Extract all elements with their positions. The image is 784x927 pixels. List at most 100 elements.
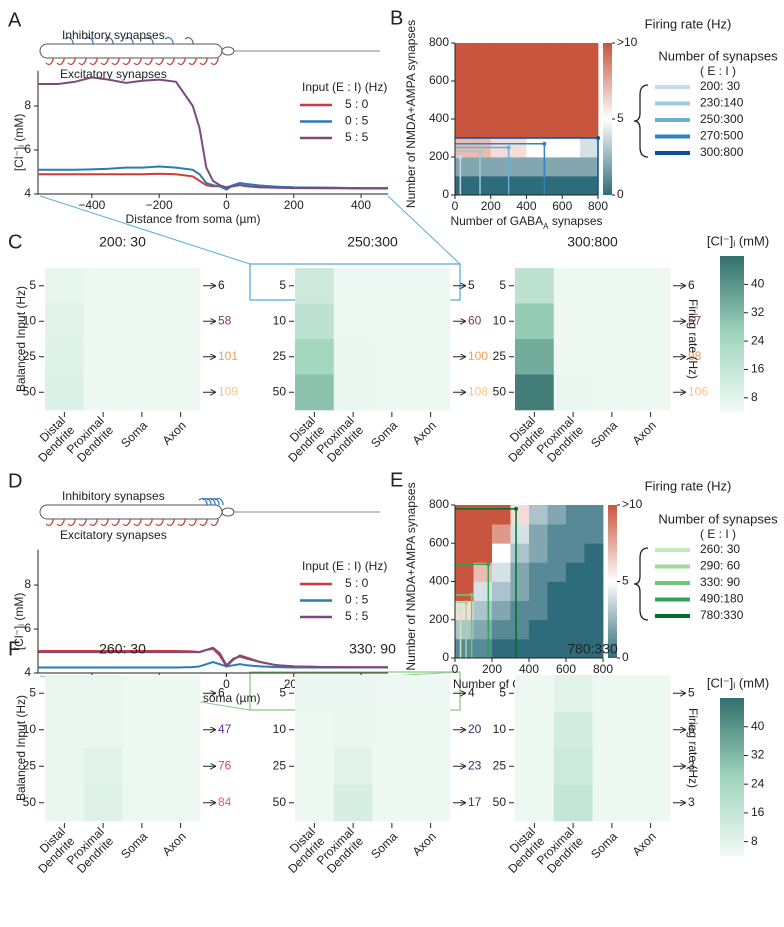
heatmap-cell bbox=[566, 543, 585, 563]
x-tick-label: Soma bbox=[368, 829, 400, 861]
heatmap-cell bbox=[510, 543, 530, 563]
heatmap-cell bbox=[508, 100, 527, 120]
heatmap-cell bbox=[490, 43, 510, 63]
firing-rate-label: 98 bbox=[688, 349, 702, 363]
heatmap-cell bbox=[584, 600, 604, 621]
heatmap-cell bbox=[592, 784, 632, 822]
heatmap-cell bbox=[562, 43, 581, 63]
excitatory-synapse bbox=[199, 58, 208, 66]
heatmap-cell bbox=[45, 303, 85, 340]
x-tick-label: 0 bbox=[223, 198, 230, 212]
heatmap-cell bbox=[411, 675, 451, 712]
heatmap-cell bbox=[544, 119, 563, 139]
heatmap-cell bbox=[584, 562, 604, 582]
heatmap-cell bbox=[455, 176, 474, 196]
x-tick-label-line: Soma bbox=[118, 829, 150, 861]
x-tick-label: 0 bbox=[452, 199, 459, 213]
y-axis-label: Balanced Input (Hz) bbox=[14, 695, 28, 801]
firing-rate-label: 17 bbox=[468, 795, 482, 809]
heatmap-cell bbox=[472, 119, 492, 139]
y-tick-label: 5 bbox=[279, 685, 286, 699]
heatmap-cell bbox=[544, 157, 563, 177]
zoom-line bbox=[387, 195, 461, 265]
heatmap-cell bbox=[547, 505, 567, 525]
heatmap-cell bbox=[473, 543, 493, 563]
heatmap-cell bbox=[526, 157, 545, 177]
heatmap-cell bbox=[547, 524, 567, 544]
legend-label: 0 : 5 bbox=[345, 593, 369, 607]
excitatory-synapse bbox=[155, 58, 164, 66]
y-tick-label: 50 bbox=[273, 795, 287, 809]
heatmap-cell bbox=[45, 748, 85, 785]
heatmap-cell bbox=[472, 81, 492, 101]
y-tick-label: 10 bbox=[273, 722, 287, 736]
heatmap-cell bbox=[333, 784, 373, 822]
legend-label: 260: 30 bbox=[700, 542, 740, 556]
heatmap-cell bbox=[515, 675, 555, 712]
soma bbox=[221, 46, 235, 56]
heatmap-cell bbox=[295, 675, 335, 712]
heatmap-cell bbox=[372, 675, 412, 712]
heatmap-cell bbox=[515, 784, 555, 822]
schematic-label: Excitatory synapses bbox=[60, 67, 167, 81]
y-tick-label: 50 bbox=[493, 384, 507, 398]
zoom-line bbox=[39, 195, 251, 265]
heatmap-cell bbox=[584, 619, 604, 640]
heatmap-cell bbox=[490, 157, 510, 177]
heatmap-cell bbox=[372, 748, 412, 785]
heatmap-cell bbox=[553, 374, 593, 411]
threshold-point bbox=[506, 145, 511, 150]
y-tick-label: 50 bbox=[23, 795, 37, 809]
heatmap-cell bbox=[515, 711, 555, 749]
x-tick-label: DistalDendrite bbox=[276, 414, 328, 466]
x-tick-label: Soma bbox=[588, 829, 620, 861]
heatmap-cell bbox=[472, 176, 492, 196]
heatmap-cell bbox=[580, 100, 599, 120]
heatmap-cell bbox=[584, 505, 604, 525]
heatmap-cell bbox=[473, 581, 493, 602]
heatmap-cell bbox=[455, 619, 474, 640]
inhibitory-synapse bbox=[144, 36, 154, 44]
y-tick-label: 400 bbox=[429, 574, 449, 588]
threshold-point bbox=[514, 506, 519, 511]
chart-title: 250:300 bbox=[347, 234, 398, 250]
heatmap-cell bbox=[592, 268, 632, 304]
firing-rate-label: 47 bbox=[218, 722, 232, 736]
heatmap-cell bbox=[411, 748, 451, 785]
excitatory-synapse bbox=[67, 519, 76, 527]
heatmap-cell bbox=[592, 374, 632, 411]
heatmap-cell bbox=[529, 581, 548, 602]
heatmap-cell bbox=[529, 600, 548, 621]
inhibitory-synapse bbox=[164, 36, 174, 44]
heatmap-cell bbox=[161, 711, 201, 749]
firing-rate-label: 58 bbox=[218, 313, 232, 327]
heatmap-cell bbox=[411, 784, 451, 822]
series-line bbox=[38, 646, 388, 669]
legend-label: 300:800 bbox=[700, 145, 744, 159]
heatmap-cell bbox=[562, 81, 581, 101]
y-tick-label: 10 bbox=[23, 313, 37, 327]
heatmap-cell bbox=[492, 543, 511, 563]
heatmap-cell bbox=[508, 43, 527, 63]
heatmap-cell bbox=[510, 638, 530, 659]
firing-rate-label: 100 bbox=[468, 349, 488, 363]
firing-rate-label: 5 bbox=[468, 278, 475, 292]
heatmap-cell bbox=[455, 100, 474, 120]
firing-rate-label: 4 bbox=[468, 685, 475, 699]
heatmap-cell bbox=[529, 638, 548, 659]
heatmap-cell bbox=[592, 303, 632, 340]
excitatory-synapse bbox=[111, 519, 120, 527]
firing-rate-label: 20 bbox=[468, 722, 482, 736]
inhibitory-synapse bbox=[104, 36, 114, 44]
heatmap-cell bbox=[553, 303, 593, 340]
heatmap-cell bbox=[333, 303, 373, 340]
panel-label: A bbox=[8, 9, 22, 31]
heatmap-cell bbox=[529, 562, 548, 582]
heatmap-cell bbox=[473, 600, 493, 621]
heatmap-cell bbox=[490, 62, 510, 82]
heatmap-cell bbox=[333, 711, 373, 749]
heatmap-cell bbox=[83, 748, 123, 785]
colorbar-tick-label: 5 bbox=[622, 574, 629, 588]
heatmap-cell bbox=[553, 748, 593, 785]
x-tick-label: ProximalDendrite bbox=[64, 414, 116, 466]
